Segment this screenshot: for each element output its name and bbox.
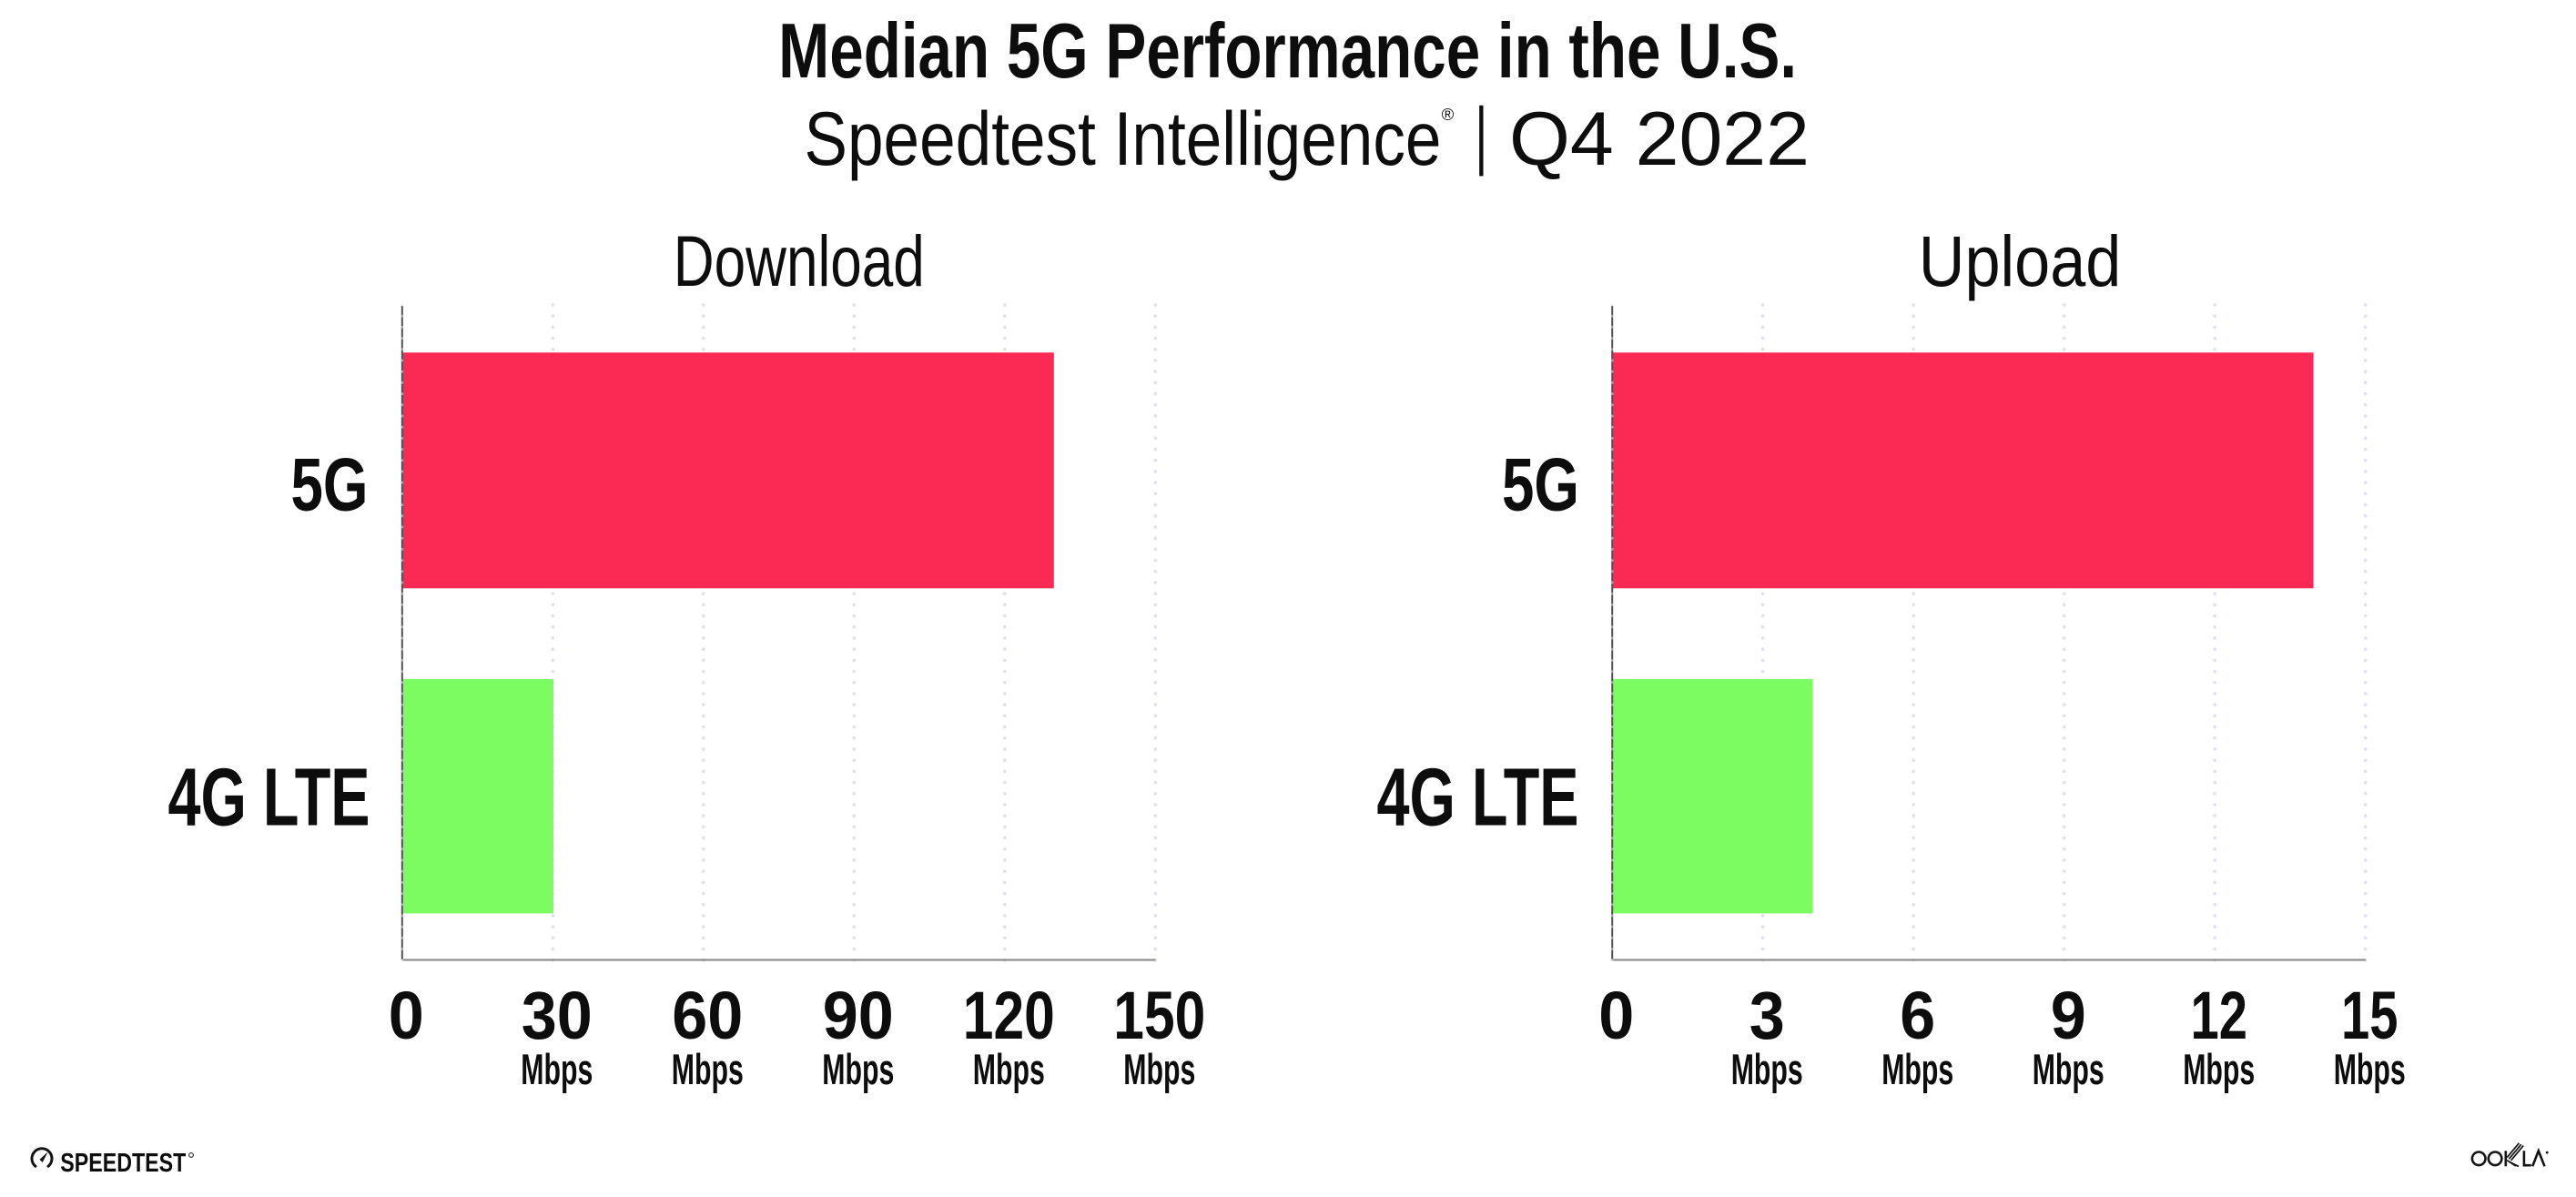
svg-text:5G: 5G xyxy=(1502,441,1579,526)
svg-text:Download: Download xyxy=(674,221,925,301)
svg-text:Mbps: Mbps xyxy=(2183,1046,2255,1094)
svg-text:90: 90 xyxy=(823,978,894,1053)
svg-text:Speedtest Intelligence: Speedtest Intelligence xyxy=(805,96,1442,181)
svg-text:12: 12 xyxy=(2190,978,2247,1053)
svg-text:150: 150 xyxy=(1113,978,1205,1053)
svg-text:Q4 2022: Q4 2022 xyxy=(1509,96,1810,181)
svg-text:Upload: Upload xyxy=(1919,221,2122,301)
svg-text:120: 120 xyxy=(963,978,1055,1053)
svg-text:5G: 5G xyxy=(291,441,369,526)
svg-text:15: 15 xyxy=(2341,978,2399,1053)
svg-text:Mbps: Mbps xyxy=(2334,1046,2406,1094)
svg-text:60: 60 xyxy=(672,978,743,1053)
svg-text:6: 6 xyxy=(1900,978,1935,1053)
svg-text:Mbps: Mbps xyxy=(973,1046,1045,1094)
svg-text:30: 30 xyxy=(522,978,593,1053)
svg-text:Mbps: Mbps xyxy=(2033,1046,2104,1094)
svg-text:Median 5G Performance in the U: Median 5G Performance in the U.S. xyxy=(778,8,1797,95)
svg-text:4G LTE: 4G LTE xyxy=(168,752,370,844)
svg-text:SPEEDTEST: SPEEDTEST xyxy=(60,1149,186,1178)
svg-text:Mbps: Mbps xyxy=(1881,1046,1953,1094)
svg-text:Mbps: Mbps xyxy=(672,1046,744,1094)
svg-text:Mbps: Mbps xyxy=(521,1046,593,1094)
svg-text:0: 0 xyxy=(1598,978,1634,1053)
svg-text:4G LTE: 4G LTE xyxy=(1377,752,1579,844)
svg-text:3: 3 xyxy=(1749,978,1785,1053)
svg-text:®: ® xyxy=(1442,105,1455,124)
svg-text:Mbps: Mbps xyxy=(822,1046,894,1094)
svg-text:Mbps: Mbps xyxy=(1123,1046,1195,1094)
svg-text:9: 9 xyxy=(2051,978,2086,1053)
svg-text:0: 0 xyxy=(389,978,424,1053)
svg-text:Mbps: Mbps xyxy=(1731,1046,1803,1094)
